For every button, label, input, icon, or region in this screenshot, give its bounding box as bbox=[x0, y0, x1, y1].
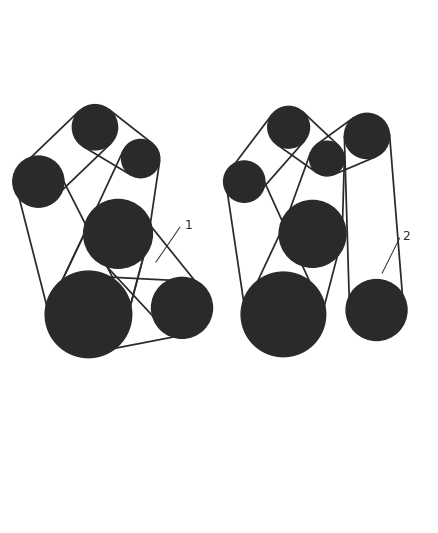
Text: TEN: TEN bbox=[29, 177, 47, 186]
Text: MAIN
DRIVE: MAIN DRIVE bbox=[75, 305, 102, 324]
Circle shape bbox=[310, 141, 344, 176]
Circle shape bbox=[45, 271, 132, 358]
Circle shape bbox=[283, 204, 342, 263]
Circle shape bbox=[16, 159, 61, 204]
Text: FAN: FAN bbox=[303, 229, 322, 239]
Circle shape bbox=[155, 281, 209, 335]
Circle shape bbox=[84, 199, 152, 268]
Circle shape bbox=[246, 277, 321, 352]
Circle shape bbox=[72, 104, 117, 150]
Circle shape bbox=[152, 277, 212, 338]
Circle shape bbox=[88, 204, 148, 264]
Circle shape bbox=[279, 200, 346, 268]
Text: ALT: ALT bbox=[281, 123, 296, 132]
Text: PWR
STRG: PWR STRG bbox=[364, 301, 389, 320]
Circle shape bbox=[241, 272, 326, 357]
Text: PWR
STRG: PWR STRG bbox=[170, 298, 194, 317]
Circle shape bbox=[344, 114, 390, 158]
Circle shape bbox=[350, 283, 403, 337]
Text: FAN: FAN bbox=[108, 229, 128, 239]
Text: TEN: TEN bbox=[236, 177, 253, 186]
Text: MAIN
DRIVE: MAIN DRIVE bbox=[270, 305, 297, 324]
Text: A/C: A/C bbox=[359, 132, 374, 140]
Circle shape bbox=[346, 279, 407, 341]
Text: 2: 2 bbox=[402, 230, 410, 243]
Text: IDLER: IDLER bbox=[129, 154, 152, 163]
Circle shape bbox=[50, 276, 127, 353]
Text: IDLER: IDLER bbox=[317, 156, 337, 161]
Circle shape bbox=[226, 163, 262, 200]
Circle shape bbox=[13, 156, 64, 207]
Circle shape bbox=[121, 140, 160, 177]
Text: 1: 1 bbox=[184, 219, 192, 232]
Text: ALT: ALT bbox=[87, 123, 102, 132]
Circle shape bbox=[223, 161, 265, 203]
Circle shape bbox=[268, 107, 310, 148]
